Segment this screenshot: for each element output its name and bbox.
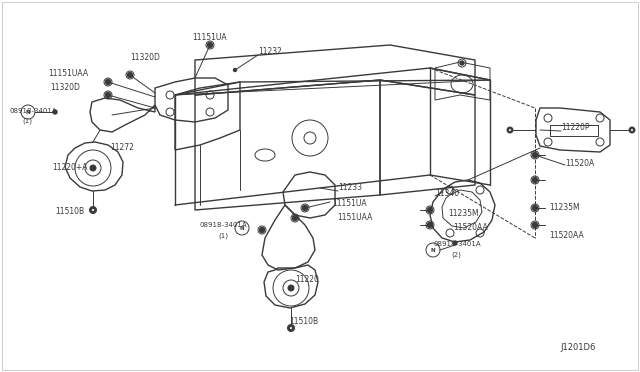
Circle shape [90,206,97,214]
Circle shape [629,127,635,133]
Text: 11320D: 11320D [50,83,80,93]
Circle shape [288,285,294,291]
Text: 08918-3401A: 08918-3401A [200,222,248,228]
Text: 11151UAA: 11151UAA [48,68,88,77]
Circle shape [630,128,634,131]
Circle shape [234,68,237,71]
Circle shape [289,327,292,330]
Text: 11510B: 11510B [55,206,84,215]
Text: 11220: 11220 [295,276,319,285]
Circle shape [292,215,298,221]
Circle shape [428,208,433,212]
Text: (1): (1) [218,233,228,239]
Circle shape [259,228,264,232]
Text: 11235M: 11235M [448,209,479,218]
Text: 11320D: 11320D [130,52,160,61]
Circle shape [207,42,212,48]
Circle shape [532,153,538,157]
Text: 11520AA: 11520AA [453,224,488,232]
Circle shape [532,222,538,228]
Circle shape [428,222,433,228]
Circle shape [532,205,538,211]
Text: (1): (1) [22,118,32,124]
Circle shape [92,208,95,212]
Circle shape [53,110,57,114]
Circle shape [303,205,307,211]
Text: (2): (2) [451,252,461,258]
Circle shape [127,73,132,77]
Circle shape [453,241,457,245]
Circle shape [460,61,464,65]
Text: 11151UA: 11151UA [332,199,367,208]
Circle shape [532,177,538,183]
Text: 11510B: 11510B [289,317,318,327]
Text: 11340: 11340 [435,189,459,198]
Circle shape [507,127,513,133]
Circle shape [509,128,511,131]
Text: 11233: 11233 [338,183,362,192]
Text: 08918-3401A: 08918-3401A [433,241,481,247]
Text: 11151UA: 11151UA [192,33,227,42]
Text: N: N [26,109,30,115]
Text: 11220P: 11220P [561,124,589,132]
Circle shape [90,165,96,171]
Text: 1151UAA: 1151UAA [337,214,372,222]
Text: 11272: 11272 [110,144,134,153]
Text: 11520A: 11520A [565,158,595,167]
Text: 11520AA: 11520AA [549,231,584,241]
Text: N: N [240,225,244,231]
Text: 11235M: 11235M [549,202,580,212]
Text: 08918-3401A: 08918-3401A [10,108,58,114]
Circle shape [106,93,111,97]
Circle shape [287,324,294,331]
Text: J1201D6: J1201D6 [560,343,595,353]
Circle shape [106,80,111,84]
Text: 11232: 11232 [258,48,282,57]
Text: 11220+A: 11220+A [52,164,88,173]
Text: N: N [431,247,435,253]
